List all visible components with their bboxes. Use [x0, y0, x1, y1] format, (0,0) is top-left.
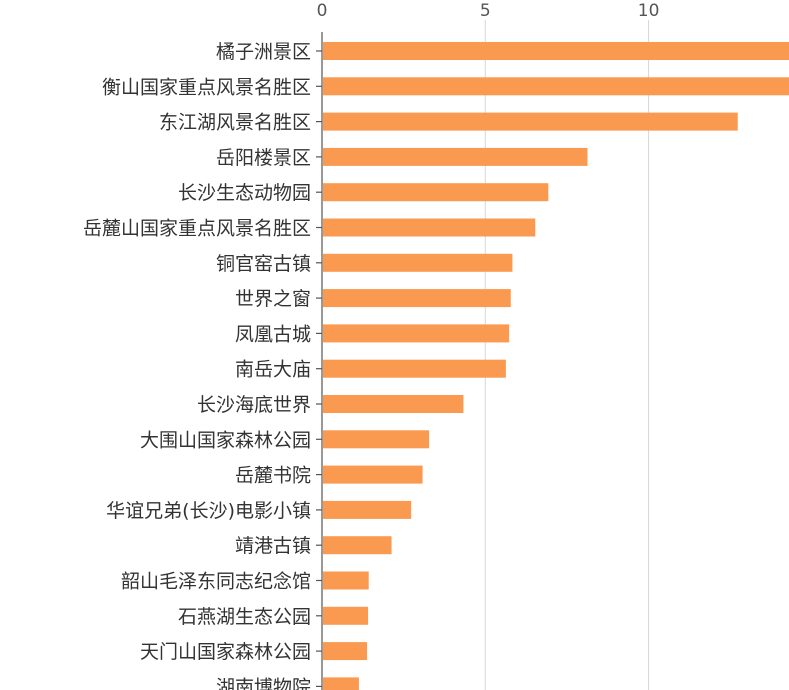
bar: [323, 218, 536, 237]
y-axis: [316, 32, 323, 690]
category-label: 铜官窑古镇: [216, 253, 311, 275]
category-label: 凤凰古城: [235, 323, 311, 345]
category-label: 岳麓山国家重点风景名胜区: [83, 218, 311, 240]
category-labels: 橘子洲景区衡山国家重点风景名胜区东江湖风景名胜区岳阳楼景区长沙生态动物园岳麓山国…: [83, 41, 311, 690]
x-tick-label: 10: [638, 1, 660, 21]
x-tick-label: 0: [317, 1, 328, 21]
bar: [323, 77, 789, 96]
bar: [323, 677, 359, 690]
bar: [323, 253, 513, 272]
bar: [323, 324, 510, 343]
bar: [323, 430, 430, 449]
category-label: 橘子洲景区: [216, 41, 311, 63]
x-axis-ticks: 0 5 10: [317, 1, 660, 21]
bar: [323, 500, 412, 519]
bar: [323, 395, 464, 413]
category-label: 靖港古镇: [235, 535, 311, 557]
gridlines: [484, 20, 650, 690]
category-label: 岳阳楼景区: [216, 147, 311, 169]
bar: [323, 42, 789, 60]
bar: [323, 571, 369, 590]
x-tick-label: 5: [480, 1, 491, 21]
category-label: 韶山毛泽东同志纪念馆: [121, 570, 311, 593]
category-label: 长沙海底世界: [197, 394, 311, 416]
bar: [323, 289, 511, 308]
category-label: 衡山国家重点风景名胜区: [102, 76, 311, 98]
bar: [323, 606, 369, 625]
bar: [323, 536, 392, 555]
bar: [323, 183, 549, 202]
category-label: 世界之窗: [235, 288, 311, 310]
category-label: 南岳大庙: [235, 359, 311, 381]
bar: [323, 147, 588, 166]
bar: [323, 359, 506, 378]
category-label: 长沙生态动物园: [178, 182, 311, 204]
bar: [323, 112, 738, 131]
category-label: 华谊兄弟(长沙)电影小镇: [106, 500, 311, 522]
category-label: 大围山国家森林公园: [140, 429, 311, 451]
category-label: 湖南博物院: [216, 676, 311, 690]
category-label: 天门山国家森林公园: [140, 641, 311, 663]
category-label: 东江湖风景名胜区: [159, 112, 311, 134]
bars: [323, 42, 789, 690]
category-label: 石燕湖生态公园: [178, 606, 311, 628]
category-label: 岳麓书院: [235, 465, 311, 487]
bar: [323, 642, 368, 661]
bar: [323, 465, 423, 484]
